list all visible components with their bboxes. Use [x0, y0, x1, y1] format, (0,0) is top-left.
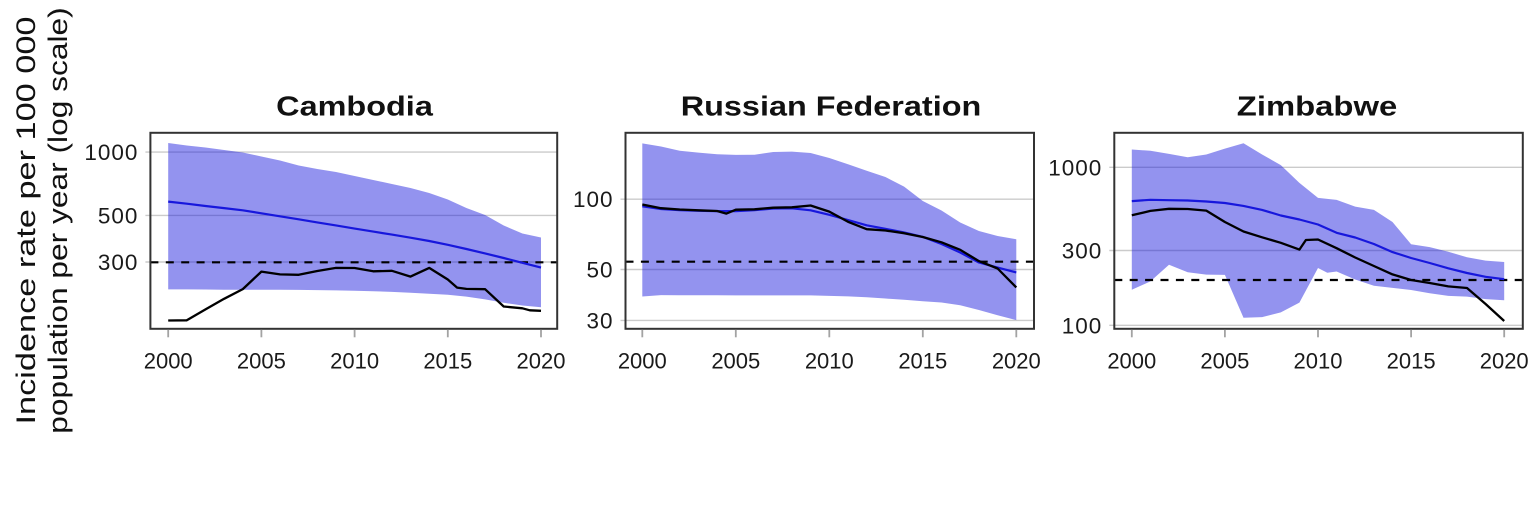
svg-text:Cambodia: Cambodia — [276, 92, 434, 123]
svg-text:2010: 2010 — [805, 349, 854, 374]
svg-text:300: 300 — [1062, 239, 1103, 264]
svg-text:2000: 2000 — [144, 349, 193, 374]
svg-text:100: 100 — [1062, 313, 1103, 338]
svg-text:30: 30 — [586, 308, 613, 333]
svg-text:1000: 1000 — [1048, 155, 1102, 180]
svg-text:1000: 1000 — [84, 140, 138, 165]
svg-text:2015: 2015 — [423, 349, 472, 374]
svg-text:50: 50 — [586, 258, 613, 283]
svg-text:2010: 2010 — [1294, 349, 1343, 374]
svg-text:300: 300 — [98, 250, 139, 275]
svg-text:population per year (log scale: population per year (log scale) — [43, 7, 73, 433]
svg-text:2000: 2000 — [1107, 349, 1156, 374]
svg-text:2015: 2015 — [1387, 349, 1436, 374]
svg-text:2005: 2005 — [1200, 349, 1249, 374]
svg-text:Zimbabwe: Zimbabwe — [1237, 91, 1397, 122]
svg-text:2000: 2000 — [618, 349, 667, 374]
svg-text:2020: 2020 — [1480, 349, 1529, 374]
svg-text:2010: 2010 — [330, 349, 379, 374]
svg-text:2020: 2020 — [517, 349, 566, 374]
svg-text:100: 100 — [573, 187, 614, 212]
svg-text:2020: 2020 — [992, 349, 1041, 374]
svg-text:2015: 2015 — [898, 349, 947, 374]
svg-text:Incidence rate per 100 000: Incidence rate per 100 000 — [11, 17, 42, 425]
svg-text:2005: 2005 — [237, 349, 286, 374]
svg-text:Russian Federation: Russian Federation — [681, 92, 982, 123]
svg-text:2005: 2005 — [711, 349, 760, 374]
svg-text:500: 500 — [98, 203, 139, 228]
